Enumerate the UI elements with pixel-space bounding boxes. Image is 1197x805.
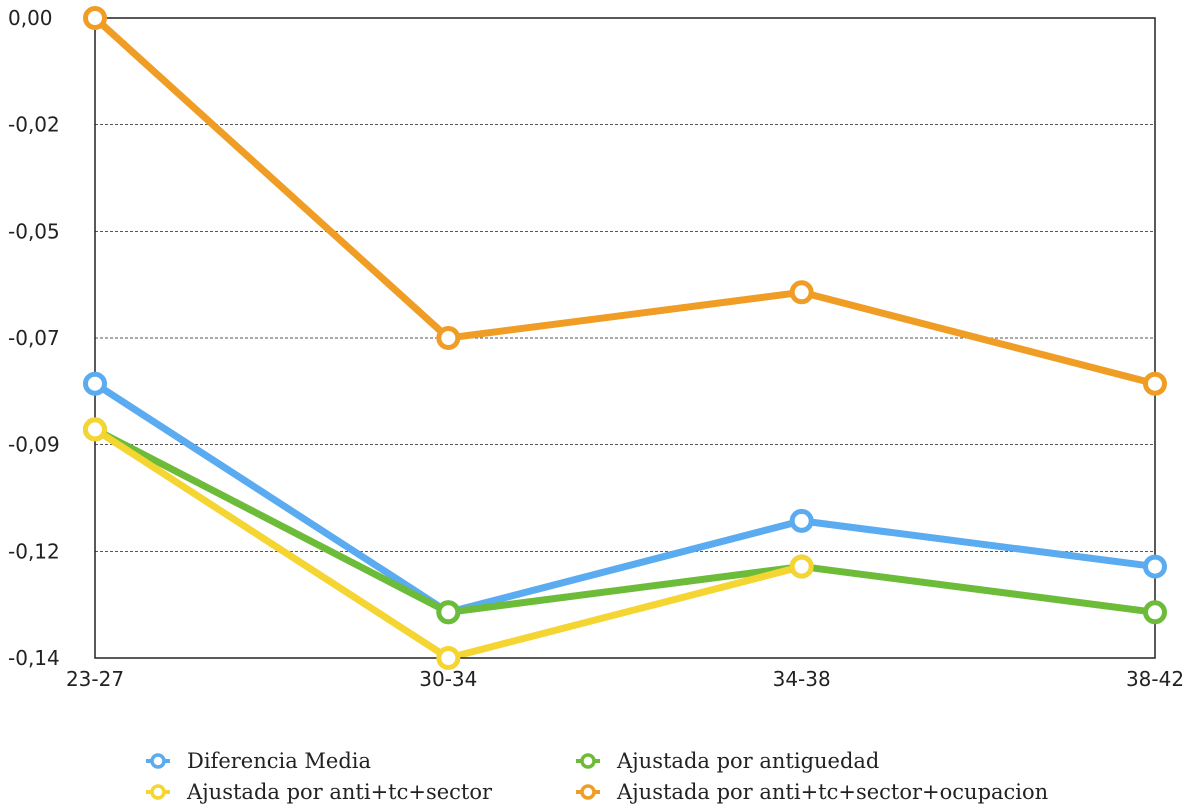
data-point [83, 371, 107, 396]
y-tick-label: -0,09 [8, 433, 60, 457]
gridlines [95, 124, 1155, 552]
legend-label: Ajustada por antiguedad [616, 749, 879, 773]
legend-label: Ajustada por anti+tc+sector+ocupacion [616, 780, 1048, 804]
series-line [91, 425, 1159, 616]
y-tick-label: -0,14 [8, 646, 60, 670]
series-markers [83, 6, 1167, 670]
x-tick-label: 23-27 [66, 667, 124, 691]
x-tick-label: 30-34 [419, 667, 477, 691]
data-point [1143, 554, 1167, 579]
legend-label: Diferencia Media [187, 749, 371, 773]
legend-marker [150, 784, 166, 800]
y-tick-label: -0,12 [8, 539, 60, 563]
data-point [789, 508, 814, 533]
x-tick-label: 34-38 [773, 667, 831, 691]
y-tick-label: -0,05 [8, 219, 60, 243]
series-line [91, 14, 1159, 388]
series-line [91, 380, 1159, 616]
x-tick-label: 38-42 [1126, 667, 1184, 691]
data-point [1143, 371, 1167, 396]
y-tick-label: -0,02 [8, 113, 60, 137]
legend: Diferencia Media Ajustada por antiguedad A… [146, 749, 1048, 804]
series-lines [91, 14, 1159, 662]
data-point [789, 554, 814, 579]
legend-marker [580, 784, 596, 800]
data-point [83, 6, 107, 30]
legend-label: Ajustada por anti+tc+sector [186, 780, 493, 804]
data-point [436, 646, 461, 670]
legend-marker [150, 753, 166, 769]
y-tick-label: 0,00 [8, 6, 53, 30]
data-point [436, 600, 461, 625]
x-axis-tick-labels: 23-27 30-34 34-38 38-42 [66, 667, 1184, 691]
legend-marker [580, 753, 596, 769]
y-tick-label: -0,07 [8, 326, 60, 350]
data-point [1143, 600, 1167, 625]
data-point [789, 280, 814, 305]
y-axis-tick-labels: 0,00 -0,02 -0,05 -0,07 -0,09 -0,12 -0,14 [8, 6, 60, 670]
data-point [83, 417, 107, 442]
data-point [436, 326, 461, 350]
plot-frame [94, 17, 1156, 659]
